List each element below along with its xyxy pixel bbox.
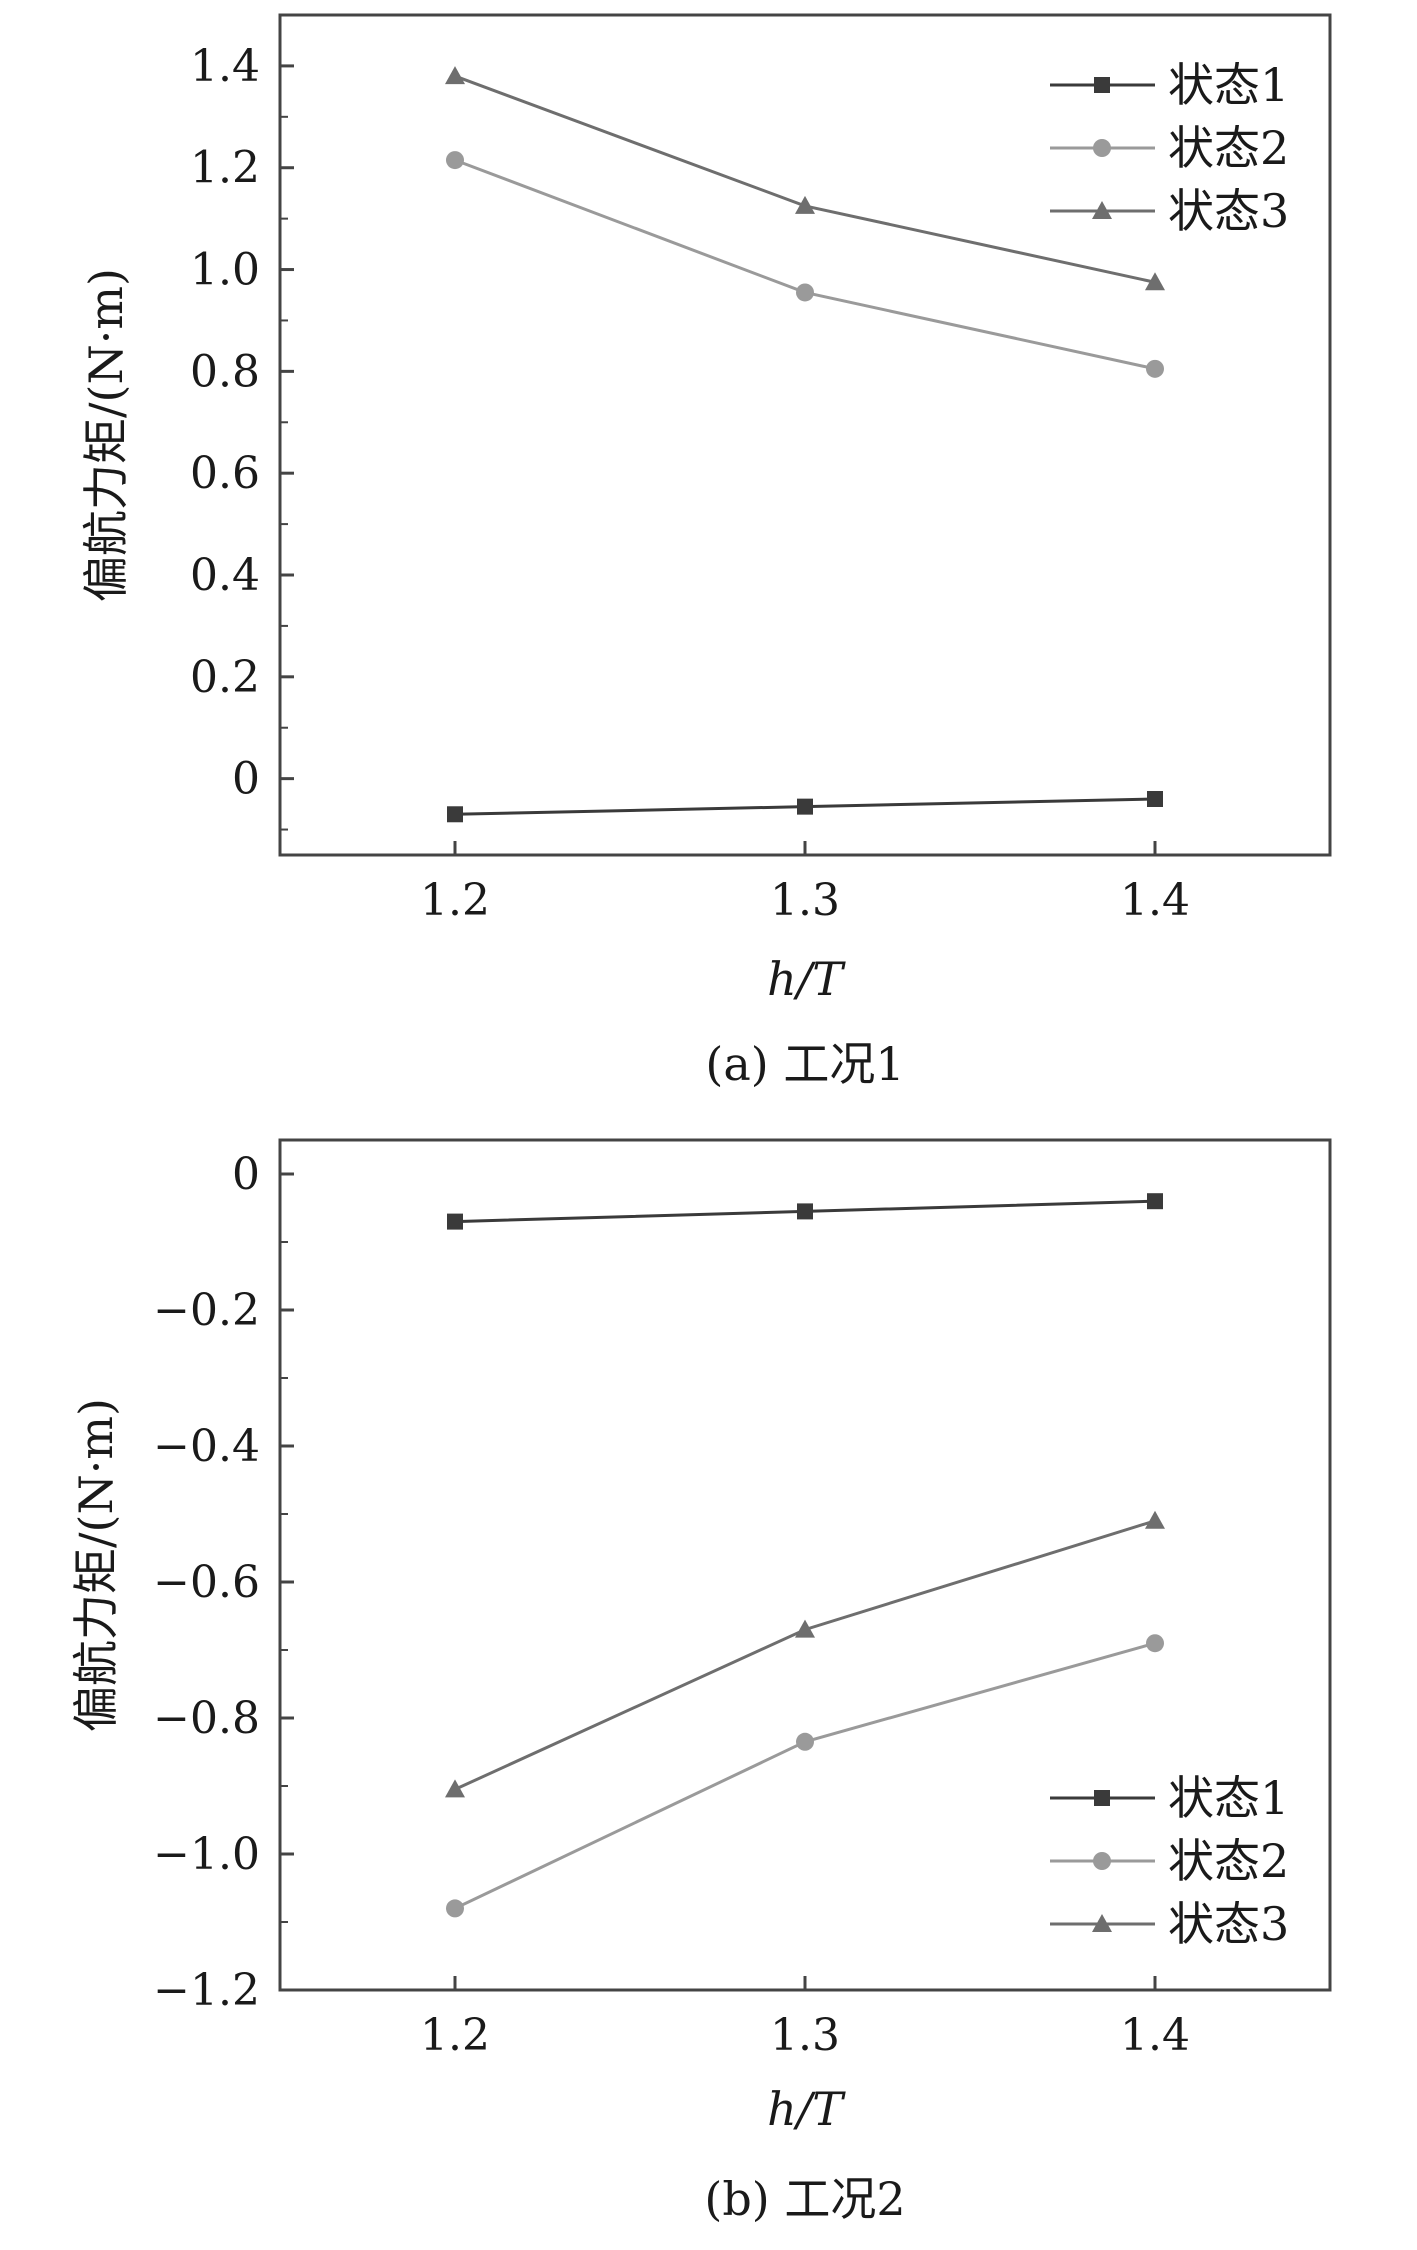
legend-marker xyxy=(1093,139,1111,157)
data-point-series-3 xyxy=(445,66,465,85)
data-point-series-1 xyxy=(1147,791,1163,807)
series-layer xyxy=(445,1193,1165,1918)
series-line-2 xyxy=(454,1641,1156,1910)
data-point-series-1 xyxy=(447,1213,463,1230)
y-tick-label: 0.2 xyxy=(190,652,260,703)
y-tick-label: 1.0 xyxy=(190,245,260,296)
y-axis-label: 偏航力矩/(N·m) xyxy=(69,1398,123,1732)
data-point-series-2 xyxy=(1146,1634,1164,1653)
legend: 状态1 状态2 状态3 xyxy=(1050,58,1289,238)
chart-panel-b: 0−0.2−0.4−0.6−0.8−1.0−1.2 1.2 1.3 1.4 状态1状… xyxy=(69,1138,1332,2226)
data-point-series-1 xyxy=(797,1203,813,1220)
data-point-series-2 xyxy=(796,1732,814,1751)
y-tick-label: 0 xyxy=(232,754,260,805)
legend-label: 状态1 xyxy=(1168,58,1289,112)
caption-b: (b) 工况2 xyxy=(704,2172,905,2226)
data-point-series-1 xyxy=(447,806,463,823)
x-ticks: 1.2 1.3 1.4 xyxy=(420,1976,1190,2061)
series-layer xyxy=(445,66,1165,823)
x-tick-label: 1.2 xyxy=(420,2010,490,2061)
legend-label: 状态2 xyxy=(1168,121,1289,175)
data-point-series-1 xyxy=(1147,1193,1163,1210)
legend-label: 状态2 xyxy=(1168,1834,1289,1888)
legend-label: 状态1 xyxy=(1168,1771,1289,1825)
x-tick-label: 1.3 xyxy=(770,875,840,926)
series-line-3 xyxy=(454,74,1156,284)
legend-marker xyxy=(1092,1914,1112,1932)
x-tick-label: 1.2 xyxy=(420,875,490,926)
y-tick-label: 0.6 xyxy=(190,448,260,499)
y-tick-label: 0.4 xyxy=(190,550,260,601)
data-point-series-2 xyxy=(796,283,814,302)
x-ticks: 1.2 1.3 1.4 xyxy=(420,841,1190,926)
y-tick-label: −0.2 xyxy=(153,1285,260,1336)
legend-marker xyxy=(1094,77,1110,93)
data-point-series-3 xyxy=(1145,1510,1165,1529)
y-tick-label: 1.4 xyxy=(190,41,260,92)
y-tick-label: −1.2 xyxy=(153,1965,260,2016)
legend-marker xyxy=(1093,1852,1111,1870)
data-point-series-2 xyxy=(446,151,464,170)
data-point-series-3 xyxy=(445,1779,465,1798)
y-tick-label: −1.0 xyxy=(153,1829,260,1880)
y-ticks: 0 0.2 0.4 0.6 0.8 1.0 1.2 1.4 xyxy=(190,14,294,831)
data-point-series-2 xyxy=(1146,359,1164,378)
data-point-series-3 xyxy=(795,195,815,214)
legend-marker xyxy=(1094,1790,1110,1806)
y-tick-label: −0.6 xyxy=(153,1557,260,1608)
x-axis-label: h/T xyxy=(767,952,846,1006)
y-ticks: 0 −0.2 −0.4 −0.6 −0.8 −1.0 −1.2 xyxy=(153,1149,294,2016)
x-tick-label: 1.3 xyxy=(770,2010,840,2061)
x-axis-label: h/T xyxy=(767,2082,846,2136)
y-tick-label: 1.2 xyxy=(190,143,260,194)
legend-label: 状态3 xyxy=(1168,1897,1289,1951)
data-point-series-3 xyxy=(1145,272,1165,291)
y-axis-label: 偏航力矩/(N·m) xyxy=(79,268,133,602)
chart-panel-a: 00.20.40.60.81.01.21.4 1.2 1.3 1.4 状态1状态2状… xyxy=(79,13,1332,1091)
series-line-2 xyxy=(454,158,1156,371)
data-point-series-3 xyxy=(795,1619,815,1638)
caption-a: (a) 工况1 xyxy=(705,1037,904,1091)
x-tick-label: 1.4 xyxy=(1120,875,1190,926)
y-tick-label: 0.8 xyxy=(190,346,260,397)
legend: 状态1 状态2 状态3 xyxy=(1050,1771,1289,1951)
legend-label: 状态3 xyxy=(1168,184,1289,238)
legend-marker xyxy=(1092,201,1112,219)
y-tick-label: −0.8 xyxy=(153,1693,260,1744)
data-point-series-1 xyxy=(797,798,813,815)
x-tick-label: 1.4 xyxy=(1120,2010,1190,2061)
y-tick-label: −0.4 xyxy=(153,1421,260,1472)
data-point-series-2 xyxy=(446,1899,464,1918)
y-tick-label: 0 xyxy=(232,1149,260,1200)
